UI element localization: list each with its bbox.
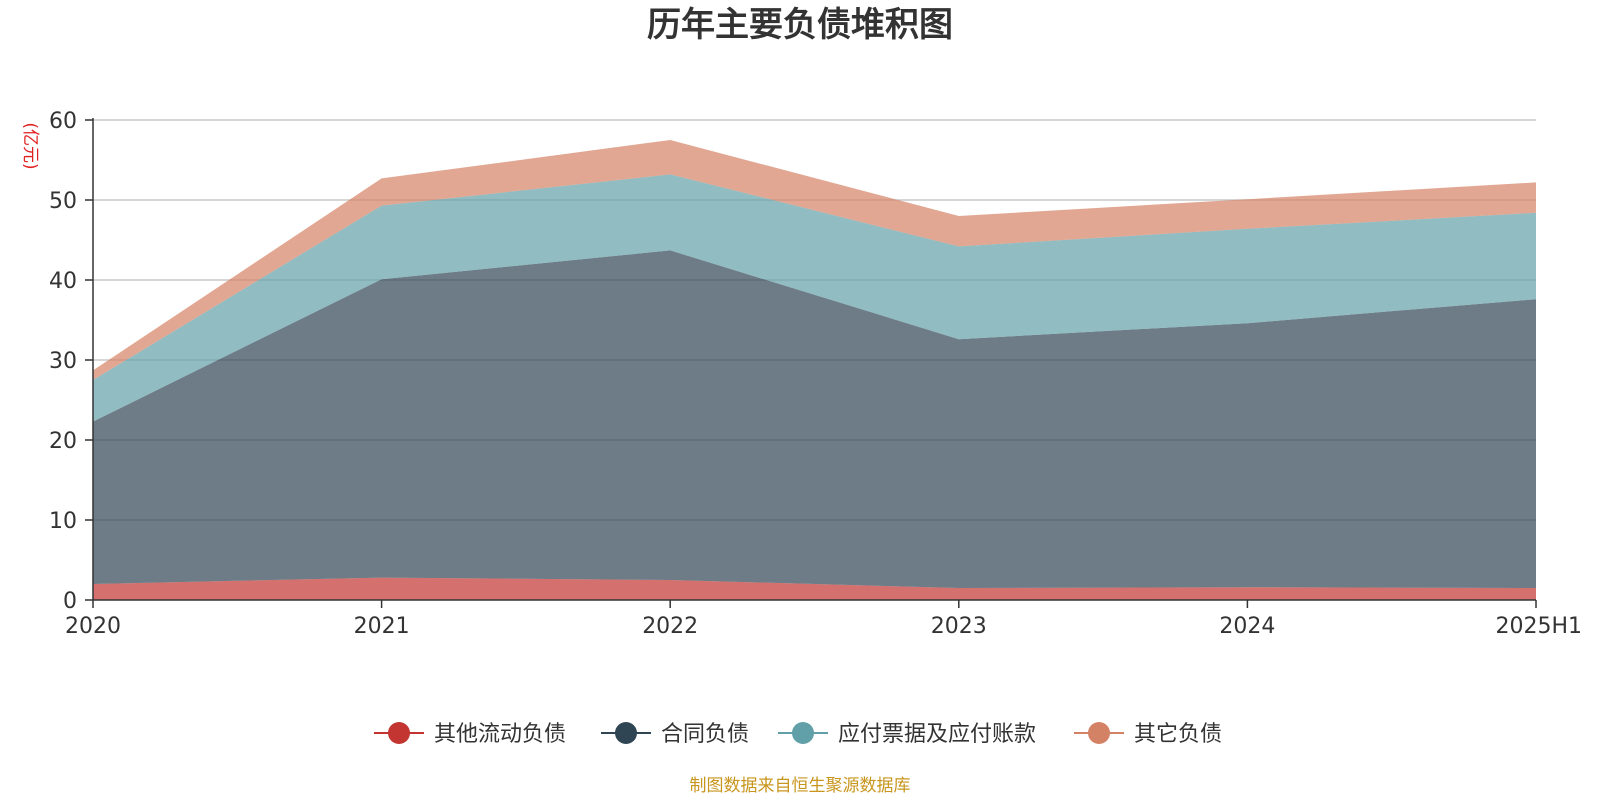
area-series [93, 140, 1536, 600]
axes [85, 118, 1537, 608]
legend-label: 应付票据及应付账款 [838, 722, 1036, 747]
chart-title: 历年主要负债堆积图 [647, 5, 953, 45]
legend-label: 合同负债 [661, 722, 749, 747]
area-series-3 [93, 174, 1536, 422]
y-tick-label: 10 [49, 509, 77, 534]
area-series-1 [93, 577, 1536, 600]
x-tick-label: 2021 [354, 614, 410, 639]
legend-label: 其它负债 [1134, 722, 1222, 747]
x-tick-label: 2023 [931, 614, 987, 639]
area-series-2 [93, 250, 1536, 588]
legend-label: 其他流动负债 [434, 722, 566, 747]
y-tick-label: 0 [63, 589, 77, 614]
y-tick-label: 60 [49, 109, 77, 134]
legend-marker [1088, 722, 1110, 744]
y-axis-unit-label: (亿元) [20, 122, 40, 169]
y-tick-label: 40 [49, 269, 77, 294]
legend-marker [792, 722, 814, 744]
y-tick-label: 50 [49, 189, 77, 214]
legend-item-4[interactable]: 其它负债 [1074, 722, 1222, 747]
x-tick-label: 2020 [65, 614, 121, 639]
source-note: 制图数据来自恒生聚源数据库 [690, 776, 911, 796]
legend-item-2[interactable]: 合同负债 [601, 722, 749, 747]
x-tick-label: 2025H1 [1495, 614, 1582, 639]
legend-marker [388, 722, 410, 744]
tick-labels: 0 10 20 30 40 50 60 2020 2021 2022 2023 2024 2025H1 [49, 109, 1582, 639]
legend-marker [615, 722, 637, 744]
legend-item-1[interactable]: 其他流动负债 [374, 722, 566, 747]
legend-item-3[interactable]: 应付票据及应付账款 [778, 722, 1036, 747]
y-tick-label: 20 [49, 429, 77, 454]
x-tick-label: 2022 [642, 614, 698, 639]
y-tick-label: 30 [49, 349, 77, 374]
area-series-4 [93, 140, 1536, 380]
x-tick-label: 2024 [1219, 614, 1275, 639]
legend[interactable]: 其他流动负债 合同负债 应付票据及应付账款 其它负债 [374, 722, 1222, 747]
